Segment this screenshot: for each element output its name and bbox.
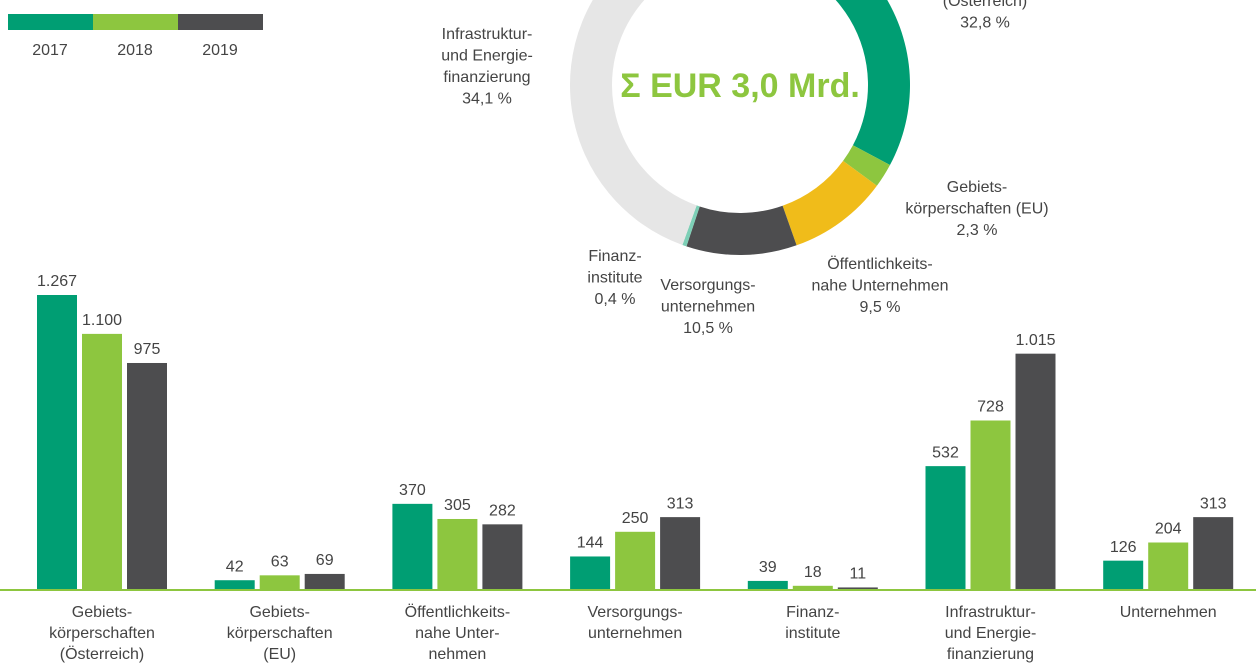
value-label: 532 [932, 444, 959, 461]
value-label: 42 [226, 558, 244, 575]
value-label: 313 [667, 495, 694, 512]
bar [392, 503, 433, 590]
bar [970, 420, 1011, 590]
segment-label: Infrastruktur- [442, 26, 533, 43]
x-tick-label: körperschaften [227, 625, 333, 642]
donut-segment [570, 0, 697, 245]
x-tick-label: nahe Unter- [415, 625, 500, 642]
segment-label: nahe Unternehmen [812, 278, 949, 295]
bar [482, 524, 523, 590]
bar [127, 362, 167, 590]
x-tick-label: und Energie- [945, 625, 1037, 642]
bar [1015, 353, 1056, 590]
bar [1193, 517, 1234, 590]
value-label: 126 [1110, 539, 1137, 556]
segment-label: unternehmen [661, 299, 755, 316]
value-label: 313 [1200, 495, 1227, 512]
value-label: 39 [759, 559, 777, 576]
donut-segment [782, 160, 877, 246]
legend-swatch [8, 14, 93, 30]
bar [925, 466, 966, 590]
value-label: 728 [977, 399, 1004, 416]
x-tick-label: Infrastruktur- [945, 604, 1036, 621]
value-label: 63 [271, 554, 289, 571]
bar [304, 573, 345, 590]
x-tick-label: (EU) [263, 646, 296, 663]
x-tick-label: unternehmen [588, 625, 682, 642]
segment-value: 10,5 % [683, 320, 733, 337]
segment-value: 32,8 % [960, 15, 1010, 32]
value-label: 69 [316, 552, 334, 569]
value-label: 18 [804, 564, 822, 581]
value-label: 144 [577, 535, 604, 552]
bar [837, 587, 878, 590]
value-label: 282 [489, 503, 516, 520]
segment-label: (Österreich) [943, 0, 1027, 10]
segment-label: Versorgungs- [660, 277, 755, 294]
bar [570, 556, 611, 590]
value-label: 370 [399, 482, 426, 499]
value-label: 1.267 [37, 273, 77, 290]
segment-label: finanzierung [443, 69, 530, 86]
legend-label: 2017 [32, 42, 68, 59]
bar [214, 580, 255, 590]
legend-label: 2018 [117, 42, 153, 59]
x-tick-label: Unternehmen [1120, 604, 1217, 621]
bar [82, 333, 122, 590]
x-tick-label: institute [785, 625, 840, 642]
bar [747, 580, 788, 590]
bar [615, 531, 656, 590]
value-label: 1.015 [1015, 332, 1055, 349]
x-tick-label: Gebiets- [72, 604, 132, 621]
bar [259, 575, 300, 590]
segment-value: 34,1 % [462, 91, 512, 108]
donut-segment [686, 205, 797, 255]
bar [1103, 560, 1144, 590]
legend-swatch [178, 14, 263, 30]
donut-segment [835, 0, 910, 166]
donut-center: Σ EUR 3,0 Mrd. [620, 67, 860, 105]
bar [437, 518, 478, 590]
x-tick-label: nehmen [428, 646, 486, 663]
bar [37, 295, 77, 590]
x-tick-label: Öffentlichkeits- [405, 603, 511, 621]
segment-value: 2,3 % [957, 222, 998, 239]
segment-label: Finanz- [588, 248, 641, 265]
donut-segment [682, 205, 700, 247]
segment-value: 9,5 % [860, 299, 901, 316]
bar [792, 585, 833, 590]
x-tick-label: Gebiets- [249, 604, 309, 621]
value-label: 1.100 [82, 312, 122, 329]
segment-label: Gebiets- [947, 179, 1007, 196]
donut-segment [843, 145, 890, 186]
segment-label: institute [587, 270, 642, 287]
value-label: 975 [134, 341, 161, 358]
legend-label: 2019 [202, 42, 238, 59]
legend-swatch [93, 14, 178, 30]
bar [660, 517, 701, 590]
x-tick-label: (Österreich) [60, 645, 144, 663]
value-label: 305 [444, 497, 471, 514]
x-tick-label: körperschaften [49, 625, 155, 642]
segment-value: 0,4 % [595, 291, 636, 308]
segment-label: körperschaften (EU) [905, 201, 1048, 218]
value-label: 11 [849, 566, 866, 583]
value-label: 204 [1155, 521, 1182, 538]
x-tick-label: Versorgungs- [588, 604, 683, 621]
segment-label: Öffentlichkeits- [827, 255, 933, 273]
segment-label: und Energie- [441, 48, 533, 65]
x-tick-label: finanzierung [947, 646, 1034, 663]
bar [1148, 542, 1189, 590]
x-tick-label: Finanz- [786, 604, 839, 621]
value-label: 250 [622, 510, 649, 527]
